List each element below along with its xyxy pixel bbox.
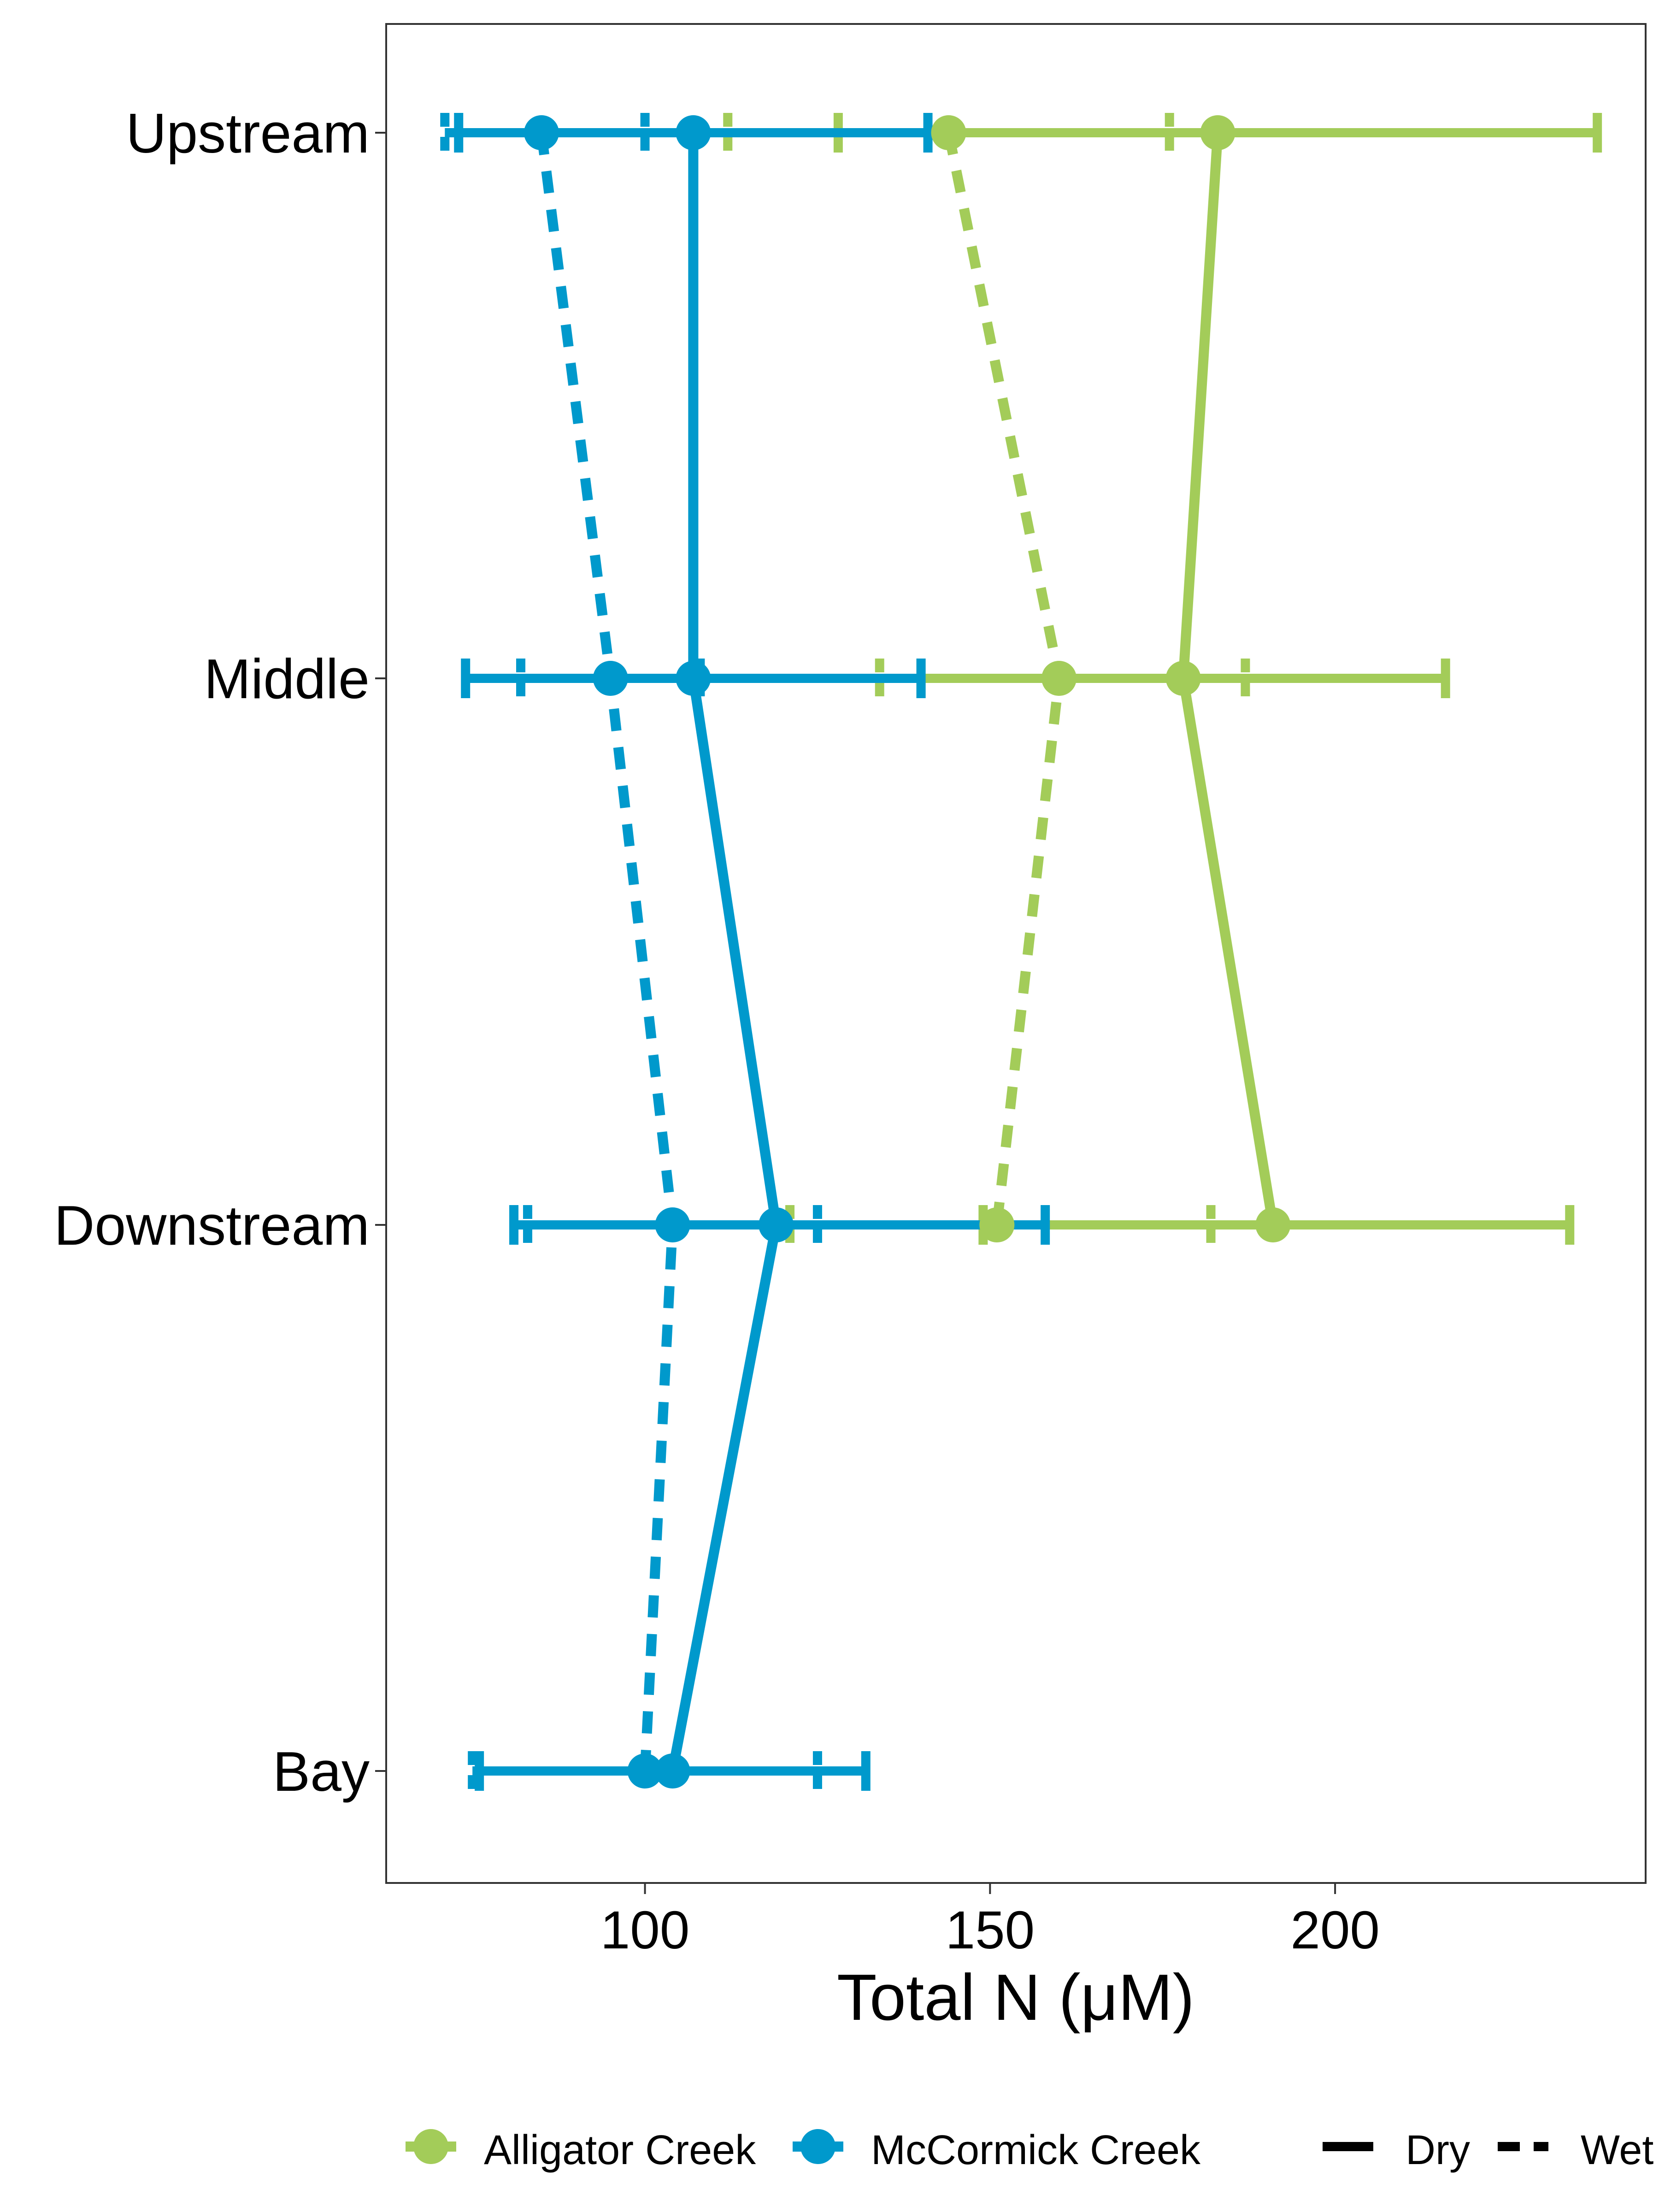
data-point-alligator-creek-dry (1165, 661, 1201, 696)
data-point-mccormick-creek-wet (655, 1207, 690, 1242)
data-point-mccormick-creek-wet (593, 661, 628, 696)
data-point-mccormick-creek-dry (676, 661, 711, 696)
y-axis-tick-label: Bay (273, 1740, 370, 1803)
data-point-mccormick-creek-dry (759, 1207, 794, 1242)
data-point-mccormick-creek-dry (655, 1753, 690, 1788)
data-point-alligator-creek-wet (979, 1207, 1015, 1242)
data-point-alligator-creek-wet (1041, 661, 1077, 696)
y-axis-tick-label: Upstream (126, 102, 370, 165)
data-point-alligator-creek-dry (1200, 115, 1235, 150)
legend-key-point (413, 2129, 448, 2164)
x-axis-title: Total N (μM) (837, 1961, 1194, 2034)
axes-layer: Upstream Middle Downstream Bay 100 150 200 (54, 102, 1380, 1960)
y-axis-tick-label: Downstream (54, 1194, 370, 1257)
legend: Alligator Creek McCormick Creek Dry Wet (406, 2127, 1653, 2173)
plot-panel-border (385, 23, 1647, 1884)
legend-key-point (800, 2129, 835, 2164)
legend-label: Wet (1581, 2127, 1653, 2173)
series-line-mccormick-creek-wet (536, 132, 678, 1771)
x-axis-tick-label: 150 (946, 1900, 1035, 1960)
data-point-mccormick-creek-wet (627, 1753, 663, 1788)
data-point-alligator-creek-dry (1255, 1207, 1291, 1242)
series-line-mccormick-creek-dry (667, 133, 782, 1772)
data-point-alligator-creek-wet (931, 115, 966, 150)
plot-data-layer (440, 113, 1602, 1791)
legend-label: McCormick Creek (871, 2127, 1201, 2173)
x-axis-tick-label: 100 (600, 1900, 690, 1960)
data-point-mccormick-creek-dry (676, 115, 711, 150)
legend-label: Alligator Creek (484, 2127, 756, 2173)
legend-label: Dry (1406, 2127, 1470, 2173)
x-axis-tick-label: 200 (1290, 1900, 1380, 1960)
data-point-mccormick-creek-wet (524, 115, 559, 150)
y-axis-tick-label: Middle (204, 647, 370, 710)
